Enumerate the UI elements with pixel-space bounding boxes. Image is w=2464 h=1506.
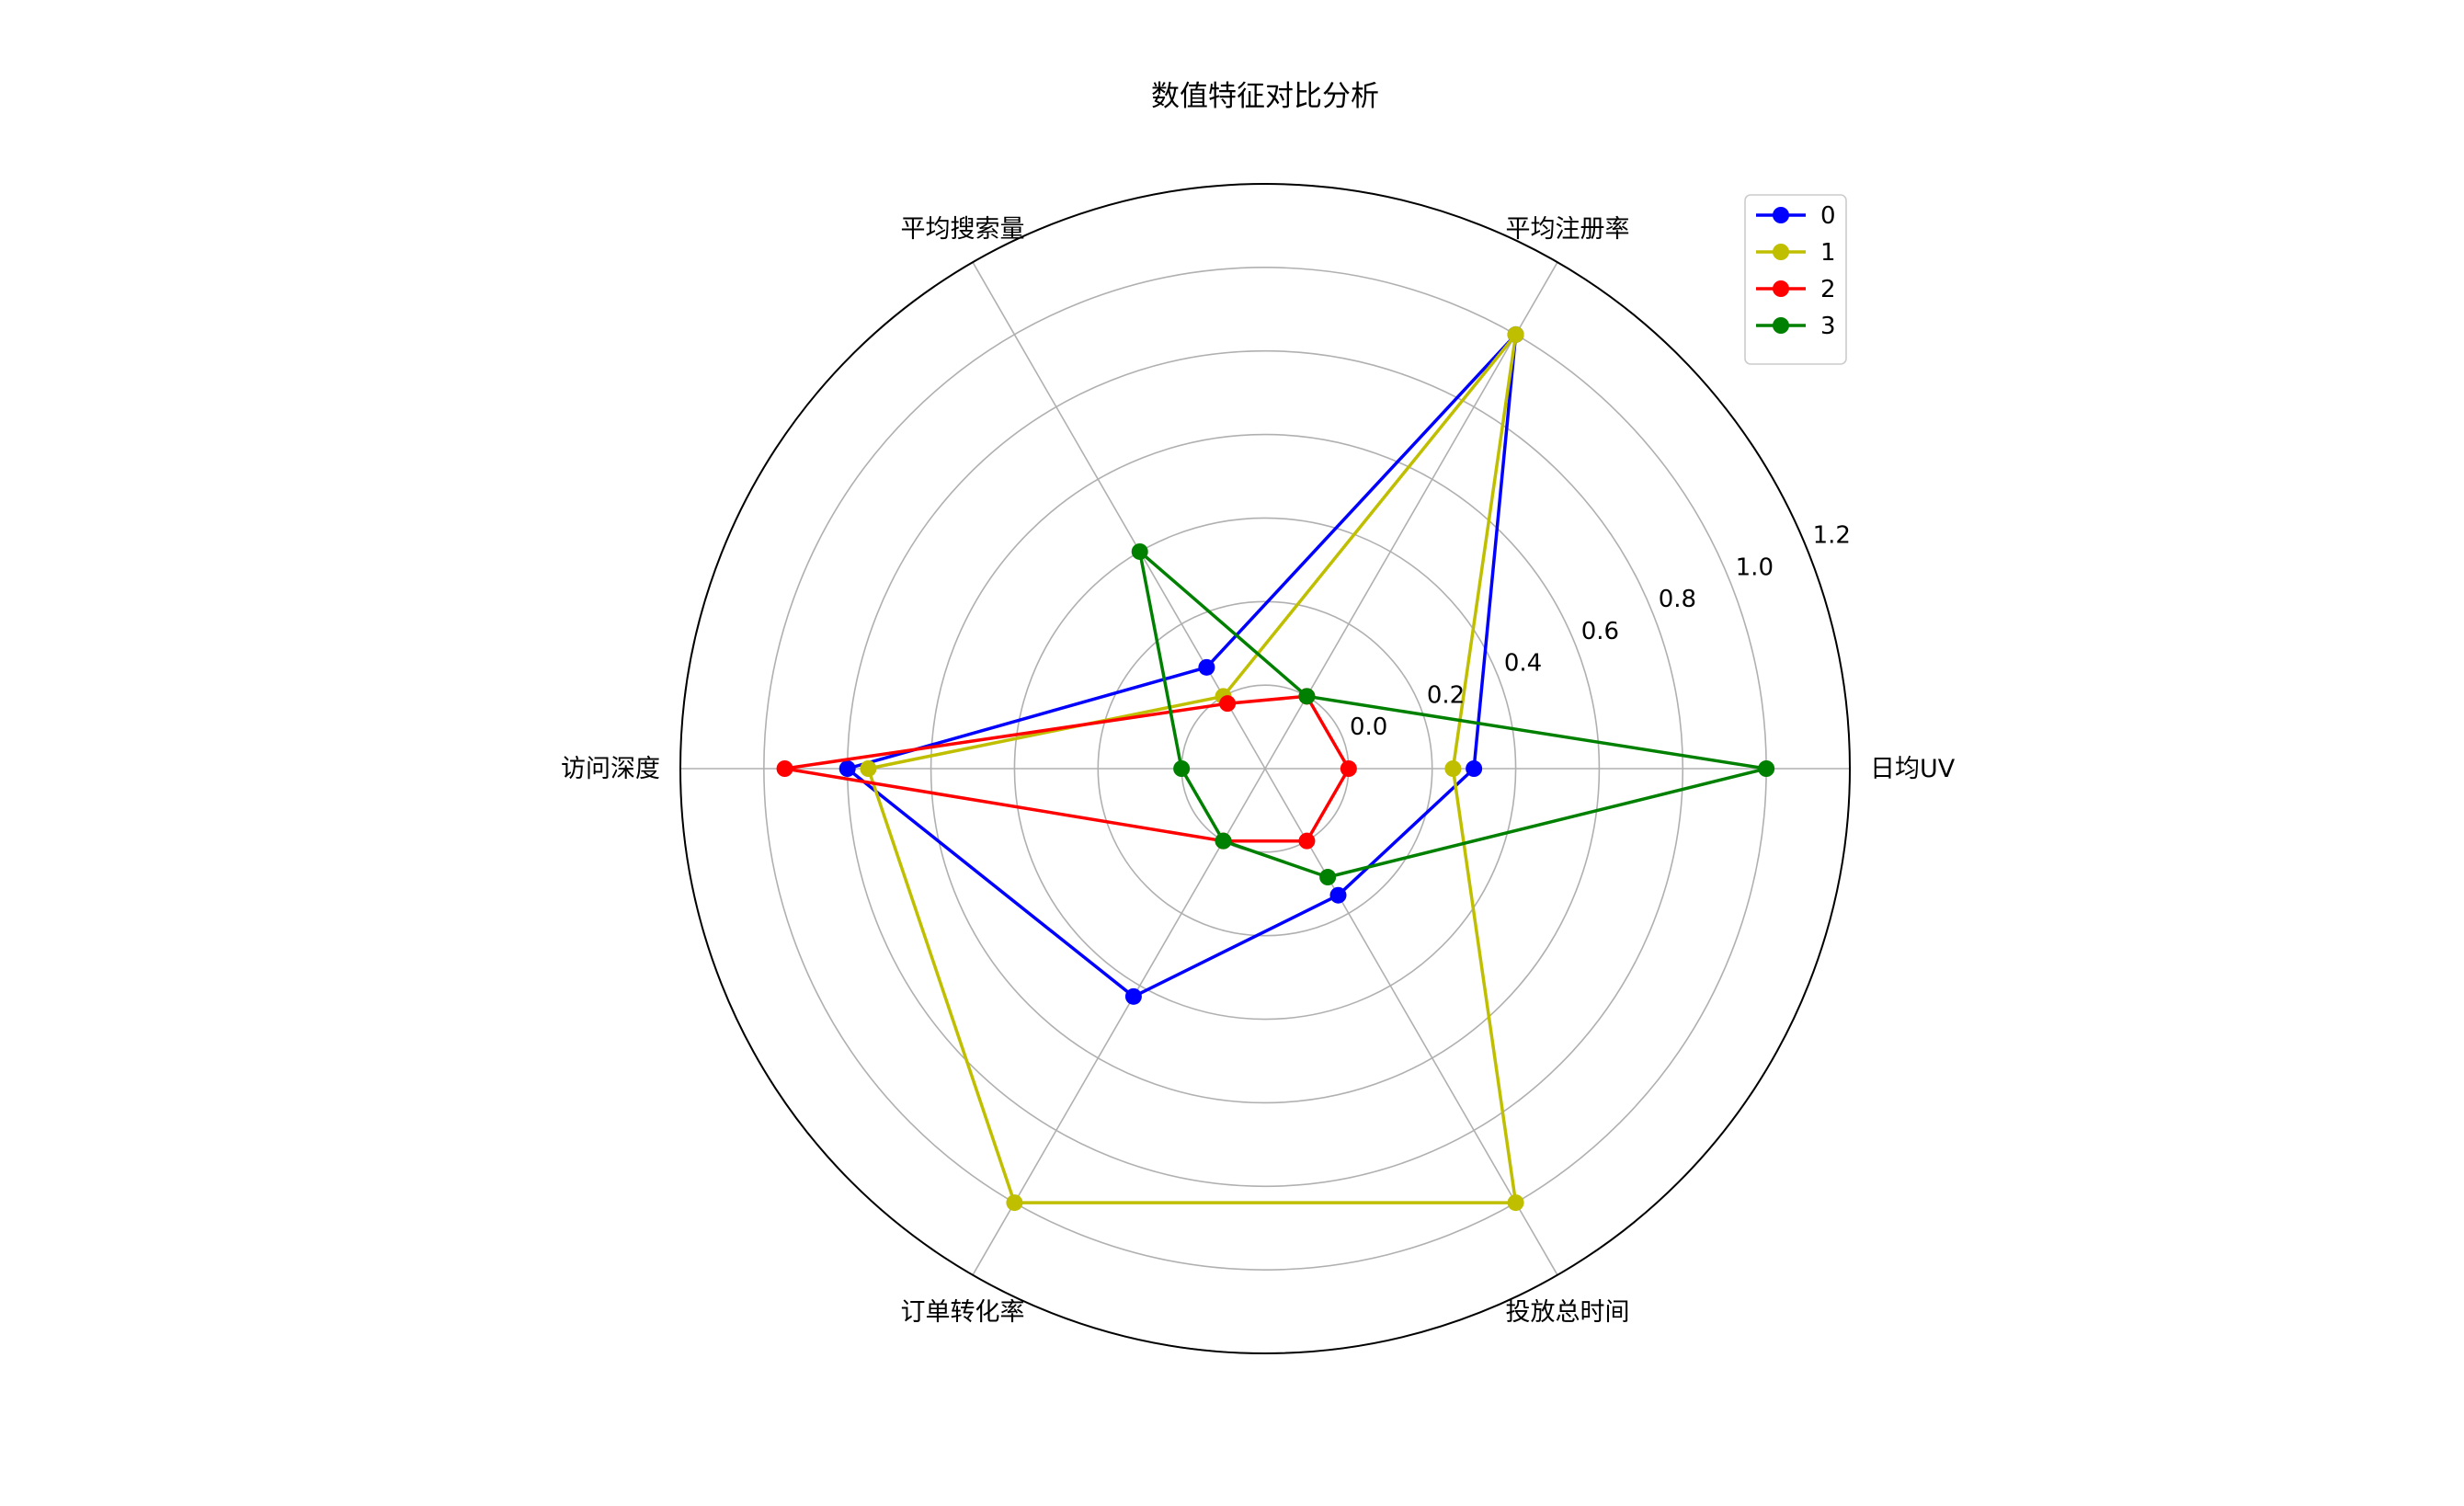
series-0-point-3 — [838, 760, 856, 777]
axis-label-1: 平均注册率 — [1506, 215, 1630, 244]
r-tick-label-1: 0.2 — [1427, 681, 1465, 709]
series-1-point-4 — [1006, 1194, 1023, 1212]
spoke-2 — [972, 261, 1266, 770]
axis-label-5: 投放总时间 — [1506, 1298, 1630, 1327]
series-2-point-0 — [1340, 760, 1357, 777]
r-tick-label-3: 0.6 — [1581, 618, 1619, 645]
series-3-point-5 — [1319, 869, 1337, 886]
r-tick-label-0: 0.0 — [1350, 713, 1387, 741]
series-3-point-3 — [1173, 760, 1191, 777]
legend-entry-2: 2 — [1756, 276, 1836, 303]
series-2-point-5 — [1298, 832, 1316, 850]
legend-entry-0: 0 — [1756, 202, 1836, 230]
legend-marker-2 — [1773, 280, 1789, 297]
legend-marker-3 — [1773, 317, 1789, 334]
series-0-point-5 — [1329, 886, 1347, 904]
series-0-point-2 — [1198, 658, 1215, 676]
series-3-point-0 — [1758, 760, 1775, 777]
legend-marker-1 — [1773, 244, 1789, 260]
axis-label-3: 访问深度 — [561, 755, 660, 783]
legend-label-1: 1 — [1820, 239, 1836, 267]
series-0-point-4 — [1124, 987, 1142, 1005]
legend-marker-0 — [1773, 207, 1789, 223]
legend-entry-3: 3 — [1756, 313, 1836, 340]
r-tick-label-5: 1.0 — [1736, 553, 1774, 581]
axis-label-4: 订单转化率 — [901, 1298, 1025, 1327]
polar-frame — [679, 183, 1851, 1354]
spoke-1 — [1264, 261, 1558, 770]
axis-label-2: 平均搜索量 — [901, 215, 1025, 244]
series-2-point-3 — [776, 760, 793, 777]
legend-box — [1744, 194, 1847, 365]
radial-tick-labels: 0.0 0.2 0.4 0.6 0.8 1.0 1.2 — [1350, 522, 1851, 742]
r-tick-label-4: 0.8 — [1659, 586, 1696, 613]
series-3-point-4 — [1215, 832, 1232, 850]
axis-label-0: 日均UV — [1870, 755, 1956, 783]
spoke-5 — [1264, 768, 1558, 1276]
series-layer — [776, 325, 1775, 1212]
series-3 — [1131, 542, 1775, 886]
legend-label-0: 0 — [1820, 202, 1836, 230]
series-3-point-2 — [1131, 542, 1148, 560]
r-tick-label-6: 1.2 — [1813, 522, 1851, 550]
series-1-point-5 — [1507, 1194, 1524, 1212]
series-3-point-1 — [1298, 688, 1316, 705]
legend-entry-1: 1 — [1756, 239, 1836, 267]
series-2-point-2 — [1219, 695, 1237, 713]
chart-title: 数值特征对比分析 — [1151, 80, 1379, 113]
series-1-point-0 — [1444, 760, 1462, 777]
spoke-4 — [972, 768, 1266, 1276]
legend-label-3: 3 — [1820, 313, 1836, 340]
legend: 0 1 2 3 — [1744, 194, 1847, 365]
r-tick-label-2: 0.4 — [1504, 650, 1542, 678]
series-1-point-3 — [860, 760, 877, 777]
series-1-point-1 — [1507, 325, 1524, 343]
legend-label-2: 2 — [1820, 276, 1836, 303]
series-0-point-0 — [1466, 760, 1483, 777]
